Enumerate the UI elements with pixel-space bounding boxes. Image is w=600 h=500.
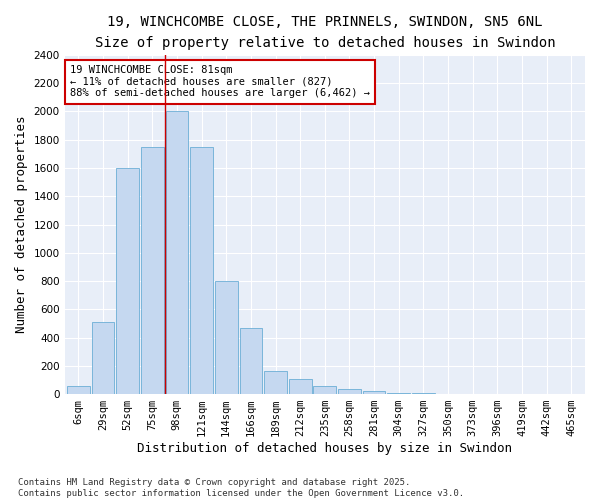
Bar (239, 328, 262, 394)
Bar (363, 392, 385, 394)
Bar (141, 147, 164, 394)
Title: 19, WINCHCOMBE CLOSE, THE PRINNELS, SWINDON, SN5 6NL
Size of property relative t: 19, WINCHCOMBE CLOSE, THE PRINNELS, SWIN… (95, 15, 555, 50)
Text: 19 WINCHCOMBE CLOSE: 81sqm
← 11% of detached houses are smaller (827)
88% of sem: 19 WINCHCOMBE CLOSE: 81sqm ← 11% of deta… (70, 65, 370, 98)
Bar (92, 322, 114, 394)
X-axis label: Distribution of detached houses by size in Swindon: Distribution of detached houses by size … (137, 442, 512, 455)
Bar (116, 168, 139, 394)
Bar (215, 281, 238, 394)
Bar (338, 389, 361, 394)
Bar (388, 392, 410, 394)
Bar (67, 386, 89, 394)
Bar (313, 386, 336, 394)
Y-axis label: Number of detached properties: Number of detached properties (15, 116, 28, 334)
Bar (289, 378, 311, 394)
Bar (166, 112, 188, 394)
Text: Contains HM Land Registry data © Crown copyright and database right 2025.
Contai: Contains HM Land Registry data © Crown c… (18, 478, 464, 498)
Bar (190, 147, 213, 394)
Bar (264, 372, 287, 394)
